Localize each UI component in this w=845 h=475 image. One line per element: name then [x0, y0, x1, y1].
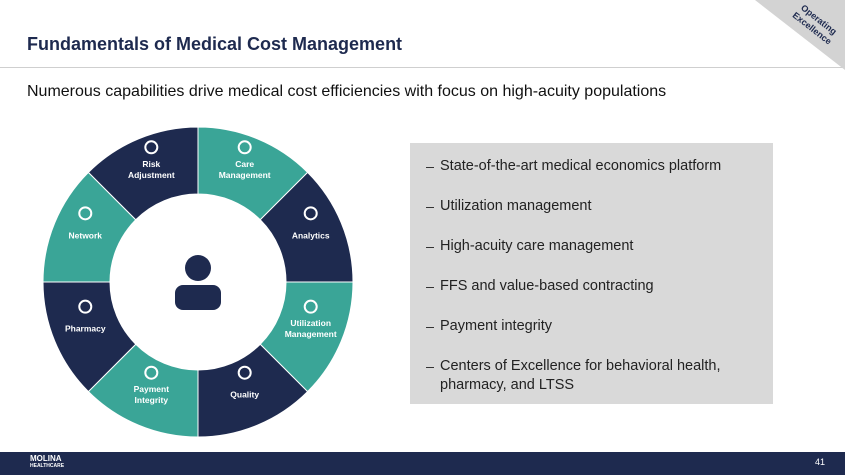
segment-label: Pharmacy [65, 324, 106, 334]
bullet-text: Utilization management [440, 198, 592, 214]
segment-label: Network [69, 230, 103, 240]
segment-label: Analytics [292, 230, 330, 240]
logo-text: MOLINA [30, 454, 62, 463]
bullet-dash [426, 247, 434, 248]
wheel-segment [87, 126, 199, 221]
bullet: Payment integrity [426, 317, 760, 336]
page-number: 41 [814, 457, 825, 467]
footer: MOLINA HEALTHCARE 41 [0, 452, 845, 475]
bullet-text: FFS and value-based contracting [440, 278, 654, 294]
bullet-dash [426, 167, 434, 168]
segment-icon [237, 365, 252, 380]
segment-icon [303, 206, 318, 221]
bullet: High-acuity care management [426, 237, 760, 256]
bullet-text: State-of-the-art medical economics platf… [440, 158, 722, 174]
segment-label: Management [285, 329, 337, 339]
bullet-text: Payment integrity [440, 318, 553, 334]
bullet-dash [426, 327, 434, 328]
segment-label: Adjustment [128, 170, 175, 180]
bullet: Centers of Excellence for behavioral hea… [426, 357, 760, 395]
bullet-text: Centers of Excellence for behavioral hea… [440, 358, 721, 393]
divider [0, 67, 845, 68]
segment-label: Payment [134, 384, 170, 394]
segment-label: Management [219, 170, 271, 180]
segment-label: Utilization [290, 318, 331, 328]
segment-label: Care [235, 159, 254, 169]
bullet: State-of-the-art medical economics platf… [426, 157, 760, 176]
segment-icon [144, 365, 159, 380]
person-body [175, 285, 221, 310]
segment-label: Risk [142, 159, 160, 169]
segment-icon [144, 140, 159, 155]
bullet: Utilization management [426, 197, 760, 216]
segment-label: Integrity [135, 395, 169, 405]
segment-icon [78, 206, 93, 221]
bullet-box: State-of-the-art medical economics platf… [410, 143, 773, 404]
capability-wheel: CareManagementAnalyticsUtilizationManage… [42, 126, 354, 438]
bullet-dash [426, 287, 434, 288]
bullet: FFS and value-based contracting [426, 277, 760, 296]
corner-tag: Operating Excellence [755, 0, 845, 70]
logo-text: HEALTHCARE [30, 463, 65, 469]
segment-icon [303, 299, 318, 314]
bullet-dash [426, 367, 434, 368]
tag-shape [755, 0, 845, 70]
subtitle: Numerous capabilities drive medical cost… [27, 83, 667, 100]
bullet-dash [426, 207, 434, 208]
bullet-text: High-acuity care management [440, 238, 634, 254]
segment-icon [78, 299, 93, 314]
person-head [185, 255, 211, 281]
logo: MOLINA HEALTHCARE [30, 454, 65, 470]
segment-label: Quality [230, 390, 259, 400]
title: Fundamentals of Medical Cost Management [27, 34, 403, 54]
segment-icon [237, 140, 252, 155]
